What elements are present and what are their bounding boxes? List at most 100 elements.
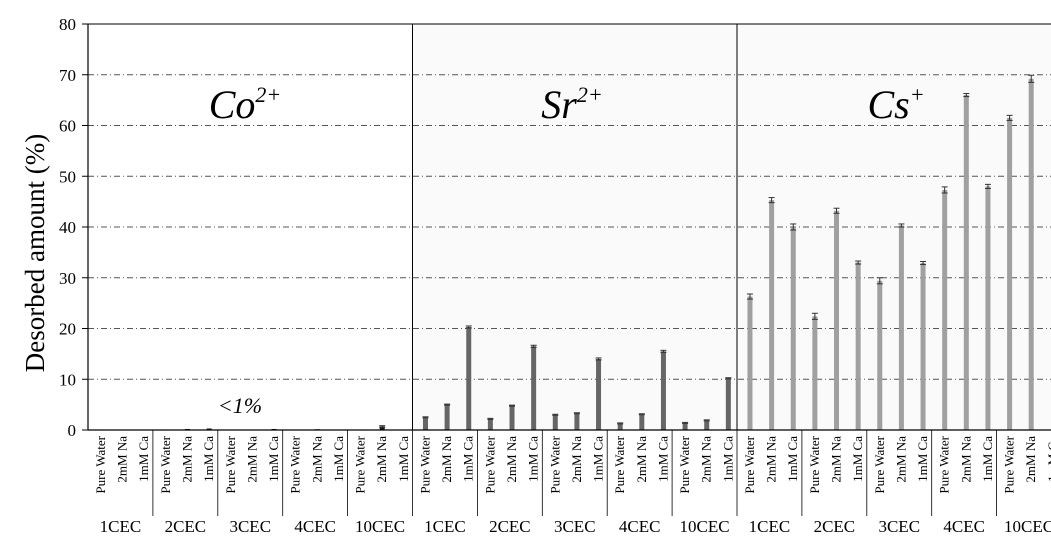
bar-sr-1cec-2 (444, 404, 450, 430)
x-condition-label: Pure Water (547, 435, 562, 493)
x-condition-label: 1mM Ca (850, 436, 865, 482)
bar-sr-10cec-3 (725, 378, 731, 430)
x-condition-label: 2mM Na (244, 436, 259, 483)
x-condition-label: 2mM Na (699, 436, 714, 483)
x-condition-label: 2mM Na (569, 436, 584, 483)
bar-cs-2cec-1 (812, 316, 818, 430)
x-condition-label: 1mM Ca (591, 436, 606, 482)
bar-cs-3cec-1 (877, 280, 883, 430)
x-condition-label: Pure Water (872, 435, 887, 493)
x-condition-label: 1mM Ca (720, 436, 735, 482)
x-condition-label: 2mM Na (958, 436, 973, 483)
x-condition-label: 2mM Na (829, 436, 844, 483)
x-group-label-4cec: 4CEC (619, 517, 661, 536)
x-condition-label: 2mM Na (634, 436, 649, 483)
x-condition-label: Pure Water (417, 435, 432, 493)
y-tick-label-10: 10 (59, 370, 76, 389)
x-condition-label: Pure Water (482, 435, 497, 493)
bar-cs-10cec-2 (1028, 78, 1034, 430)
bar-cs-10cec-1 (1007, 117, 1013, 430)
x-condition-label: 2mM Na (374, 436, 389, 483)
bar-sr-4cec-2 (639, 414, 645, 430)
bar-sr-2cec-2 (509, 405, 515, 430)
x-condition-label: Pure Water (353, 435, 368, 493)
y-tick-label-70: 70 (59, 66, 76, 85)
bar-sr-3cec-1 (552, 414, 558, 430)
bar-cs-2cec-3 (855, 262, 861, 430)
y-tick-label-40: 40 (59, 218, 76, 237)
x-group-label-1cec: 1CEC (749, 517, 791, 536)
bar-cs-1cec-3 (790, 227, 796, 430)
x-group-label-2cec: 2CEC (814, 517, 856, 536)
x-condition-label: 1mM Ca (915, 436, 930, 482)
x-group-label-10cec: 10CEC (680, 517, 730, 536)
x-condition-label: Pure Water (93, 435, 108, 493)
x-group-label-4cec: 4CEC (294, 517, 336, 536)
y-tick-label-20: 20 (59, 320, 76, 339)
x-group-label-3cec: 3CEC (554, 517, 596, 536)
bar-sr-10cec-2 (704, 420, 710, 430)
x-condition-label: 2mM Na (764, 436, 779, 483)
x-condition-label: 1mM Ca (136, 436, 151, 482)
x-condition-label: 2mM Na (439, 436, 454, 483)
bar-sr-4cec-3 (660, 351, 666, 430)
x-condition-label: Pure Water (612, 435, 627, 493)
bar-sr-2cec-3 (531, 346, 537, 430)
x-condition-label: 1mM Ca (1045, 436, 1051, 482)
panel-title-sr: Sr2+ (541, 82, 602, 127)
x-condition-label: Pure Water (677, 435, 692, 493)
y-tick-label-60: 60 (59, 117, 76, 136)
y-tick-label-80: 80 (59, 15, 76, 34)
x-group-label-2cec: 2CEC (489, 517, 531, 536)
bar-sr-3cec-2 (574, 413, 580, 430)
x-group-label-3cec: 3CEC (878, 517, 920, 536)
x-condition-label: 1mM Ca (396, 436, 411, 482)
bar-sr-10cec-1 (682, 422, 688, 430)
panel-title-cs: Cs+ (867, 82, 924, 127)
x-condition-label: 2mM Na (180, 436, 195, 483)
x-condition-label: Pure Water (742, 435, 757, 493)
x-condition-label: 1mM Ca (201, 436, 216, 482)
x-group-label-2cec: 2CEC (165, 517, 207, 536)
y-tick-label-50: 50 (59, 167, 76, 186)
panel-annotation: <1% (218, 393, 262, 418)
x-group-label-1cec: 1CEC (424, 517, 466, 536)
x-condition-label: 2mM Na (504, 436, 519, 483)
x-condition-label: 2mM Na (893, 436, 908, 483)
bar-sr-1cec-3 (466, 326, 472, 430)
panel-title-co: Co2+ (209, 82, 282, 127)
bar-cs-3cec-3 (920, 263, 926, 430)
bar-cs-2cec-2 (834, 210, 840, 430)
x-condition-label: 2mM Na (1023, 436, 1038, 483)
x-condition-label: Pure Water (223, 435, 238, 493)
bar-cs-4cec-2 (963, 95, 969, 431)
bar-cs-4cec-3 (985, 186, 991, 430)
x-group-label-3cec: 3CEC (229, 517, 271, 536)
x-group-label-4cec: 4CEC (943, 517, 985, 536)
bar-sr-1cec-1 (422, 417, 428, 430)
bar-sr-2cec-1 (487, 418, 493, 430)
bar-sr-4cec-1 (617, 423, 623, 430)
x-condition-label: 2mM Na (309, 436, 324, 483)
x-condition-label: Pure Water (158, 435, 173, 493)
x-group-label-10cec: 10CEC (1004, 517, 1051, 536)
x-condition-label: 1mM Ca (331, 436, 346, 482)
x-condition-label: 2mM Na (115, 436, 130, 483)
y-tick-label-0: 0 (68, 421, 77, 440)
bar-co-2cec-3 (206, 428, 212, 430)
bar-cs-1cec-1 (747, 296, 753, 430)
x-condition-label: Pure Water (288, 435, 303, 493)
bar-sr-3cec-3 (596, 358, 602, 430)
x-condition-label: 1mM Ca (980, 436, 995, 482)
x-condition-label: Pure Water (1002, 435, 1017, 493)
bar-cs-3cec-2 (898, 225, 904, 430)
bar-cs-1cec-2 (769, 200, 775, 430)
x-condition-label: 1mM Ca (266, 436, 281, 482)
x-condition-label: 1mM Ca (526, 436, 541, 482)
x-condition-label: 1mM Ca (655, 436, 670, 482)
bar-cs-4cec-1 (942, 189, 948, 430)
x-condition-label: 1mM Ca (461, 436, 476, 482)
y-axis-label: Desorbed amount (%) (20, 134, 50, 372)
y-tick-label-30: 30 (59, 269, 76, 288)
